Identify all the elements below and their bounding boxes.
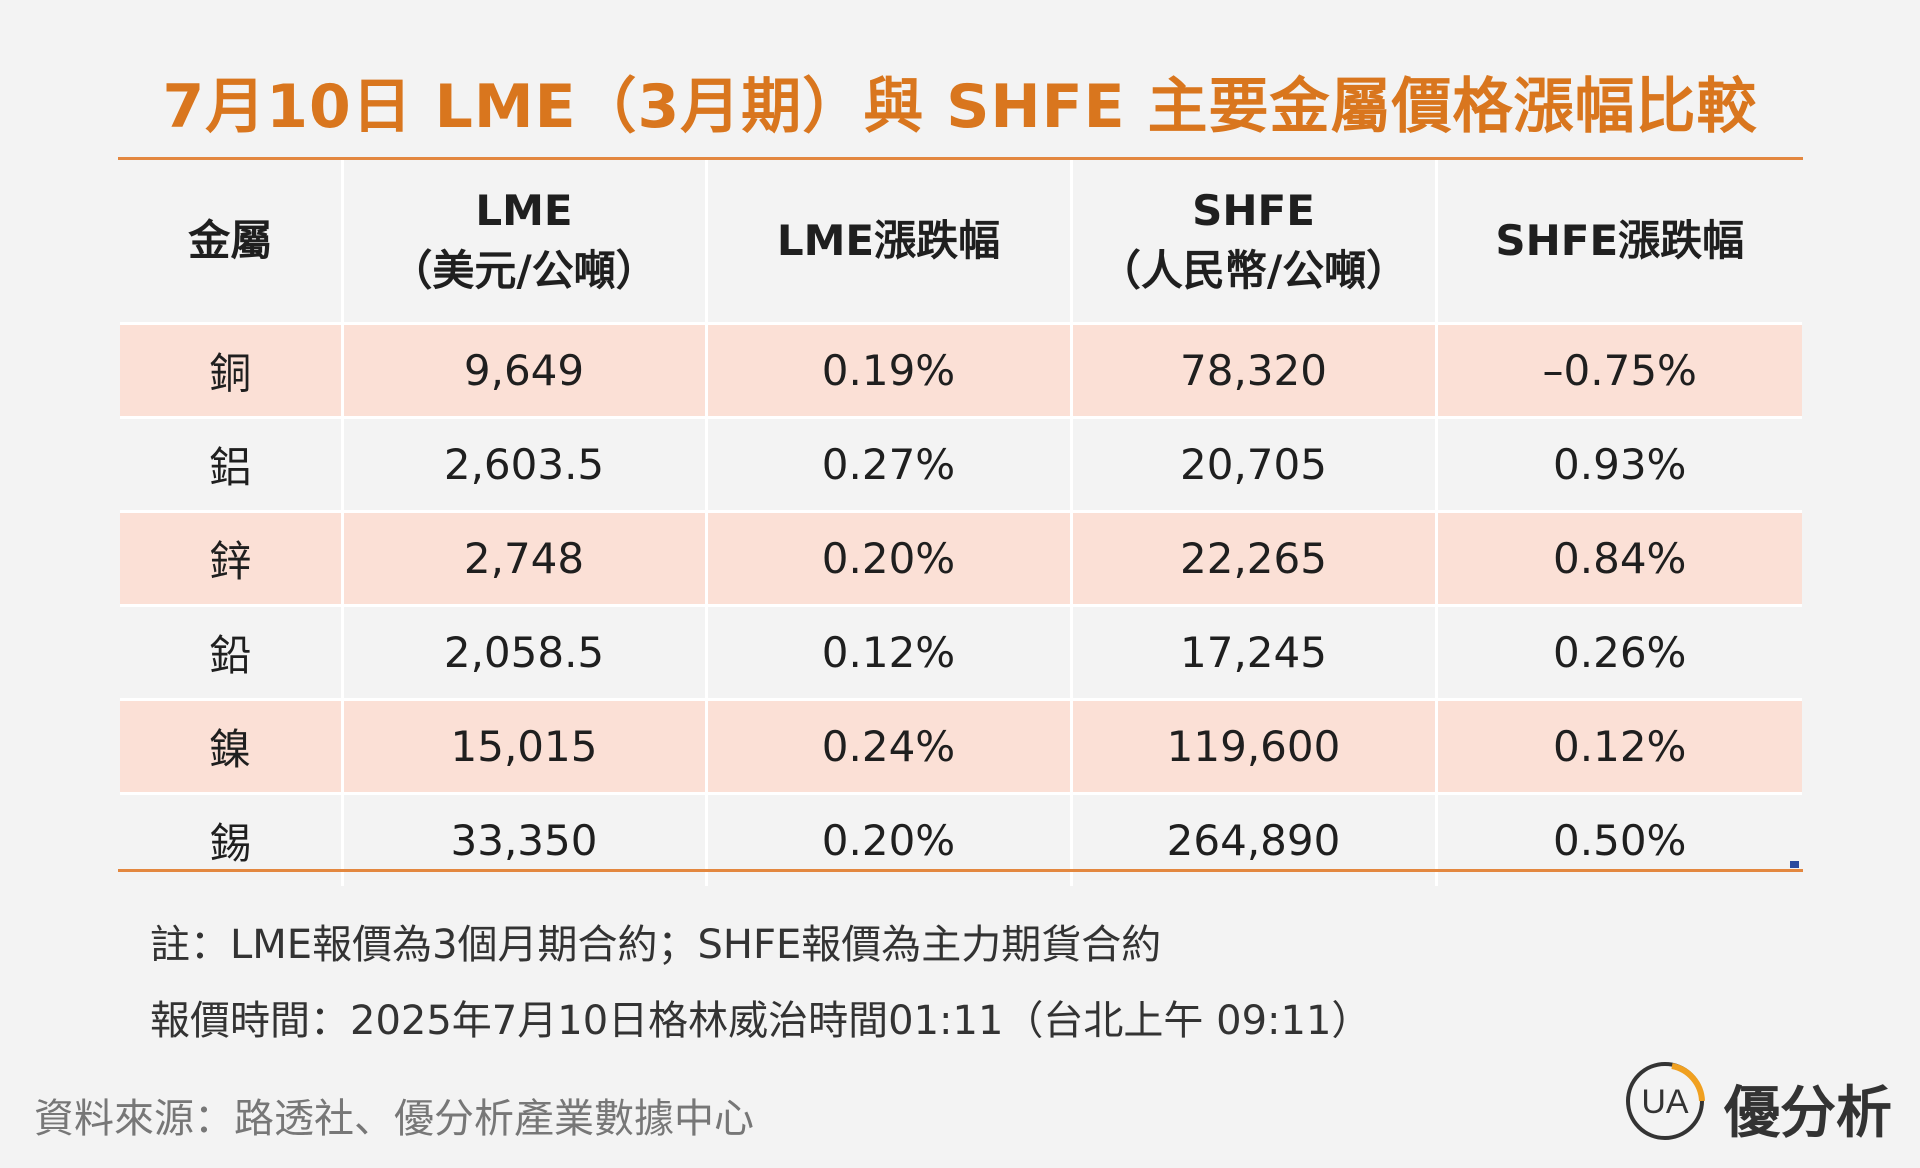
column-header-metal: 金屬 <box>120 160 342 324</box>
cell-lme-change: 0.20% <box>704 792 1071 886</box>
cell-shfe-price: 264,890 <box>1069 792 1436 886</box>
cell-metal: 鎳 <box>120 698 342 794</box>
cell-lme-price: 2,748 <box>340 510 706 606</box>
cell-lme-change: 0.24% <box>704 698 1071 794</box>
column-header-shfe-price: SHFE （人民幣/公噸） <box>1069 160 1436 324</box>
cell-shfe-price: 22,265 <box>1069 510 1436 606</box>
logo-name: 優分析 <box>1724 1081 1892 1146</box>
cell-lme-change: 0.19% <box>704 322 1071 418</box>
cell-lme-price: 15,015 <box>340 698 706 794</box>
table-top-rule <box>118 157 1803 160</box>
corner-marker <box>1790 861 1799 868</box>
ua-logo-icon: UA <box>1626 1062 1705 1140</box>
column-header-lme-change: LME漲跌幅 <box>704 160 1071 324</box>
footnote-contract: 註：LME報價為3個月期合約；SHFE報價為主力期貨合約 <box>150 922 1162 968</box>
table-row: 鋁 2,603.5 0.27% 20,705 0.93% <box>120 416 1802 512</box>
cell-lme-price: 33,350 <box>340 792 706 886</box>
cell-lme-price: 9,649 <box>340 322 706 418</box>
cell-shfe-price: 20,705 <box>1069 416 1436 512</box>
brand-logo: UA 優分析 <box>1624 1060 1894 1146</box>
cell-shfe-price: 119,600 <box>1069 698 1436 794</box>
logo-mark-text: UA <box>1641 1083 1689 1121</box>
price-comparison-table: 金屬 LME （美元/公噸） LME漲跌幅 SHFE （人民幣/公噸） SHFE… <box>120 160 1802 886</box>
table-header-row: 金屬 LME （美元/公噸） LME漲跌幅 SHFE （人民幣/公噸） SHFE… <box>120 160 1802 324</box>
footnote-quote-time: 報價時間：2025年7月10日格林威治時間01:11（台北上午 09:11） <box>150 998 1372 1044</box>
cell-metal: 鋅 <box>120 510 342 606</box>
table-row: 鋅 2,748 0.20% 22,265 0.84% <box>120 510 1802 606</box>
cell-shfe-change: 0.93% <box>1434 416 1802 512</box>
column-header-shfe-change: SHFE漲跌幅 <box>1434 160 1802 324</box>
cell-metal: 鉛 <box>120 604 342 700</box>
cell-metal: 錫 <box>120 792 342 886</box>
cell-shfe-change: 0.84% <box>1434 510 1802 606</box>
cell-shfe-change: 0.26% <box>1434 604 1802 700</box>
cell-metal: 鋁 <box>120 416 342 512</box>
table-row: 銅 9,649 0.19% 78,320 –0.75% <box>120 322 1802 418</box>
cell-lme-change: 0.20% <box>704 510 1071 606</box>
table-row: 鎳 15,015 0.24% 119,600 0.12% <box>120 698 1802 794</box>
cell-lme-price: 2,603.5 <box>340 416 706 512</box>
cell-lme-price: 2,058.5 <box>340 604 706 700</box>
chart-title: 7月10日 LME（3月期）與 SHFE 主要金屬價格漲幅比較 <box>162 72 1758 142</box>
cell-lme-change: 0.12% <box>704 604 1071 700</box>
cell-shfe-price: 78,320 <box>1069 322 1436 418</box>
cell-metal: 銅 <box>120 322 342 418</box>
cell-shfe-price: 17,245 <box>1069 604 1436 700</box>
cell-shfe-change: –0.75% <box>1434 322 1802 418</box>
table-row: 錫 33,350 0.20% 264,890 0.50% <box>120 792 1802 886</box>
cell-shfe-change: 0.12% <box>1434 698 1802 794</box>
table-bottom-rule <box>118 869 1803 872</box>
column-header-lme-price: LME （美元/公噸） <box>340 160 706 324</box>
source-text: 資料來源：路透社、優分析產業數據中心 <box>34 1096 754 1142</box>
cell-lme-change: 0.27% <box>704 416 1071 512</box>
cell-shfe-change: 0.50% <box>1434 792 1802 886</box>
table-row: 鉛 2,058.5 0.12% 17,245 0.26% <box>120 604 1802 700</box>
